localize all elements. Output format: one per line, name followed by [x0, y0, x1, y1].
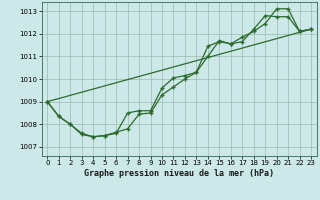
X-axis label: Graphe pression niveau de la mer (hPa): Graphe pression niveau de la mer (hPa): [84, 169, 274, 178]
